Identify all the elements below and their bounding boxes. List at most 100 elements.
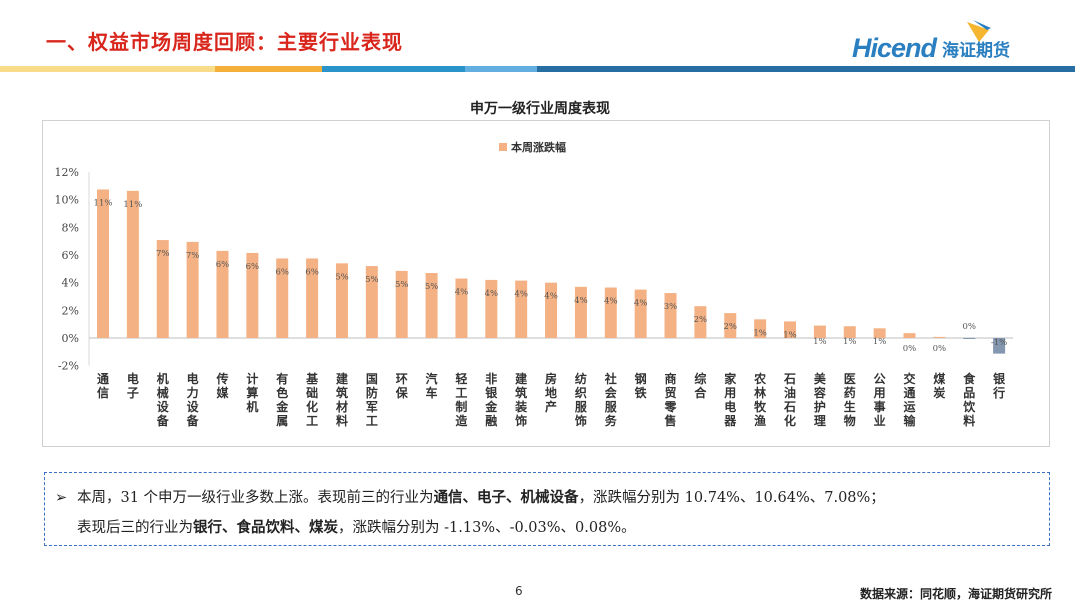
data-label: 5% xyxy=(425,282,439,292)
chart-container: 12% 10% 8% 6% 4% 2% 0% -2% 本周涨跌幅 11% 通信 11% 电子 7% 机械设备… xyxy=(42,120,1050,447)
category-label: 色 xyxy=(276,385,288,400)
bar xyxy=(754,319,767,338)
data-label: 0% xyxy=(933,344,947,354)
category-label: 银 xyxy=(993,371,1006,386)
category-label: 综 xyxy=(694,371,706,386)
category-label: 纺 xyxy=(575,371,587,386)
data-label: 1% xyxy=(783,330,797,340)
category-label: 公 xyxy=(874,372,886,386)
category-label: 料 xyxy=(336,413,348,428)
category-label: 制 xyxy=(455,399,467,414)
data-label: 4% xyxy=(455,288,469,298)
category-label: 牧 xyxy=(754,399,767,414)
category-label: 环 xyxy=(396,372,408,386)
data-label: 3% xyxy=(664,302,678,312)
category-label: 轻 xyxy=(455,371,467,386)
category-label: 物 xyxy=(844,413,856,428)
data-label: 6% xyxy=(305,267,319,277)
category-label: 运 xyxy=(903,400,915,414)
data-source: 数据来源：同花顺，海证期货研究所 xyxy=(859,587,1052,601)
category-label: 军 xyxy=(366,399,378,414)
category-label: 食 xyxy=(962,371,976,386)
y-tick-label: 6% xyxy=(62,249,79,262)
bar xyxy=(97,189,109,338)
category-label: 防 xyxy=(366,385,378,400)
category-label: 家 xyxy=(724,371,737,386)
category-label: 料 xyxy=(963,413,975,428)
bar xyxy=(485,279,498,338)
data-label: 0% xyxy=(962,322,976,332)
header-stripe xyxy=(0,66,215,72)
category-label: 药 xyxy=(844,385,856,400)
bar xyxy=(335,263,348,338)
category-label: 属 xyxy=(276,414,288,428)
bar xyxy=(694,306,707,338)
category-label: 产 xyxy=(545,399,557,414)
category-label: 务 xyxy=(605,413,618,428)
category-label: 交 xyxy=(903,371,915,386)
category-label: 电 xyxy=(127,371,139,386)
category-label: 机 xyxy=(246,399,258,414)
bar xyxy=(365,266,378,338)
bar xyxy=(873,328,886,338)
legend-label: 本周涨跌幅 xyxy=(511,140,566,154)
category-label: 业 xyxy=(874,413,886,428)
header-stripe xyxy=(465,66,537,72)
category-label: 输 xyxy=(903,413,916,428)
company-logo: Hicend 海证期货 xyxy=(852,20,1010,64)
category-label: 子 xyxy=(127,386,139,400)
data-label: 5% xyxy=(395,280,409,290)
y-tick-label: 12% xyxy=(55,166,79,179)
category-label: 保 xyxy=(395,385,409,400)
category-label: 织 xyxy=(575,385,587,400)
category-label: 建 xyxy=(335,371,349,386)
category-label: 车 xyxy=(426,385,438,400)
data-label: 2% xyxy=(724,322,738,332)
summary-text: ，涨跌幅分别为 -1.13%、-0.03%、0.08%。 xyxy=(338,520,636,536)
chart-title: 申万一级行业周度表现 xyxy=(470,101,610,117)
summary-highlight: 银行、食品饮料、煤炭 xyxy=(193,520,338,536)
summary-text: 本周，31 个申万一级行业多数上涨。表现前三的行业为 xyxy=(77,490,434,506)
bar xyxy=(306,258,319,338)
category-label: 行 xyxy=(992,385,1005,400)
category-label: 器 xyxy=(723,414,737,428)
data-label: 7% xyxy=(156,249,170,259)
header-stripe xyxy=(322,66,465,72)
data-label: 4% xyxy=(574,296,588,306)
bar xyxy=(515,280,528,338)
category-label: 用 xyxy=(873,386,886,400)
bar xyxy=(216,250,229,338)
category-label: 银 xyxy=(485,385,498,400)
legend-swatch xyxy=(499,143,507,151)
data-label: 5% xyxy=(365,275,379,285)
category-label: 农 xyxy=(753,371,766,386)
category-label: 售 xyxy=(665,413,677,428)
category-label: 备 xyxy=(186,413,200,428)
category-label: 服 xyxy=(605,399,618,414)
bar xyxy=(545,282,558,338)
category-label: 饰 xyxy=(575,413,587,428)
data-label: 4% xyxy=(514,290,528,300)
category-label: 设 xyxy=(187,399,200,414)
bar xyxy=(664,293,677,338)
bar xyxy=(276,258,289,338)
category-label: 金 xyxy=(484,399,498,414)
category-label: 传 xyxy=(215,371,228,386)
category-label: 事 xyxy=(874,399,886,414)
category-label: 煤 xyxy=(933,371,945,386)
category-label: 生 xyxy=(844,399,856,414)
category-label: 医 xyxy=(844,372,856,386)
category-label: 饮 xyxy=(962,399,976,414)
bar xyxy=(246,252,259,338)
category-label: 地 xyxy=(545,385,557,400)
category-label: 筑 xyxy=(515,385,527,400)
header-stripe xyxy=(537,66,1075,72)
data-label: 5% xyxy=(335,272,349,282)
data-label: 0% xyxy=(903,344,917,354)
data-label: 4% xyxy=(544,292,558,302)
bar xyxy=(574,286,587,338)
data-label: 1% xyxy=(813,337,827,347)
summary-text: ，涨跌幅分别为 10.74%、10.64%、7.08%； xyxy=(578,490,885,506)
category-label: 通 xyxy=(97,371,109,386)
data-label: 7% xyxy=(186,251,200,261)
